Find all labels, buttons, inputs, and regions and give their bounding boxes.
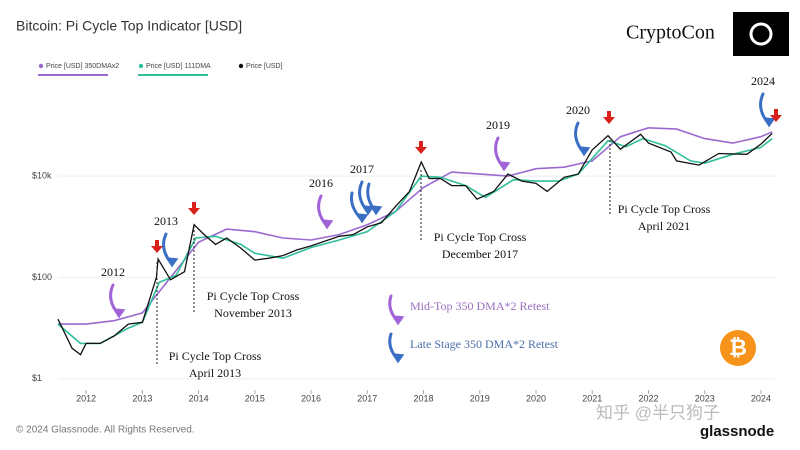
note-arrow-head: [320, 219, 334, 230]
note-arrow-head: [577, 146, 591, 157]
year-note: 2019: [486, 118, 510, 132]
x-tick-label: 2015: [245, 393, 265, 403]
callout-title: Pi Cycle Top Cross: [618, 202, 711, 216]
note-arrow-head: [361, 205, 375, 216]
brand: CryptoCon: [626, 22, 715, 44]
watermark: 知乎 @半只狗子: [596, 403, 720, 422]
x-tick-label: 2021: [582, 393, 602, 403]
x-tick-label: 2014: [189, 393, 209, 403]
arrow-legend-label: Mid-Top 350 DMA*2 Retest: [410, 299, 550, 313]
note-arrow-head: [497, 161, 511, 172]
callout-title: Pi Cycle Top Cross: [169, 349, 262, 363]
callout-title: Pi Cycle Top Cross: [207, 289, 300, 303]
brand-logo: [733, 12, 789, 56]
cross-marker: [603, 111, 615, 124]
cross-marker: [770, 109, 782, 122]
x-tick-label: 2017: [357, 393, 377, 403]
x-tick-label: 2024: [751, 393, 771, 403]
year-note: 2024: [751, 74, 775, 88]
copyright: © 2024 Glassnode. All Rights Reserved.: [16, 425, 195, 436]
cross-marker: [188, 202, 200, 215]
year-note: 2016: [309, 176, 333, 190]
legend-dot: [138, 63, 144, 69]
year-note: 2013: [154, 214, 178, 228]
bitcoin-symbol: ₿: [729, 335, 747, 360]
year-note: 2020: [566, 103, 590, 117]
note-arrow-head: [112, 308, 126, 319]
bitcoin-logo: [720, 330, 756, 366]
legend-dot: [38, 63, 44, 69]
x-tick-label: 2018: [414, 393, 434, 403]
callout-date: December 2017: [442, 247, 518, 261]
x-tick-label: 2023: [695, 393, 715, 403]
legend-label: Price [USD] 350DMAx2: [46, 63, 119, 70]
y-tick-label: $10k: [32, 171, 52, 181]
x-tick-label: 2013: [132, 393, 152, 403]
series-line: [57, 137, 773, 345]
note-arrow-head: [165, 257, 179, 268]
source: glassnode: [700, 423, 774, 440]
x-tick-label: 2020: [526, 393, 546, 403]
brand-logo-mark: [749, 22, 773, 46]
arrow-legend-label: Late Stage 350 DMA*2 Retest: [410, 337, 559, 351]
note-arrow-head: [391, 353, 405, 364]
cross-marker: [151, 240, 163, 253]
year-note: 2012: [101, 265, 125, 279]
legend-dot: [238, 63, 244, 69]
x-tick-label: 2016: [301, 393, 321, 403]
note-arrow-head: [369, 205, 383, 216]
series-line: [58, 126, 773, 325]
cross-marker: [415, 141, 427, 154]
y-tick-label: $1: [32, 373, 42, 383]
year-note: 2017: [350, 162, 374, 176]
callout-date: April 2013: [189, 366, 241, 380]
chart-title: Bitcoin: Pi Cycle Top Indicator [USD]: [16, 18, 242, 34]
x-tick-label: 2019: [470, 393, 490, 403]
x-tick-label: 2012: [76, 393, 96, 403]
note-arrow-head: [762, 117, 776, 128]
callout-title: Pi Cycle Top Cross: [434, 230, 527, 244]
y-tick-label: $100: [32, 272, 52, 282]
x-tick-label: 2022: [638, 393, 658, 403]
legend-label: Price [USD]: [246, 63, 283, 70]
note-arrow-head: [391, 315, 405, 326]
legend-label: Price [USD] 111DMA: [146, 63, 211, 70]
note-arrow-head: [355, 213, 369, 224]
callout-date: November 2013: [214, 306, 292, 320]
callout-date: April 2021: [638, 219, 690, 233]
series-line: [57, 132, 773, 356]
